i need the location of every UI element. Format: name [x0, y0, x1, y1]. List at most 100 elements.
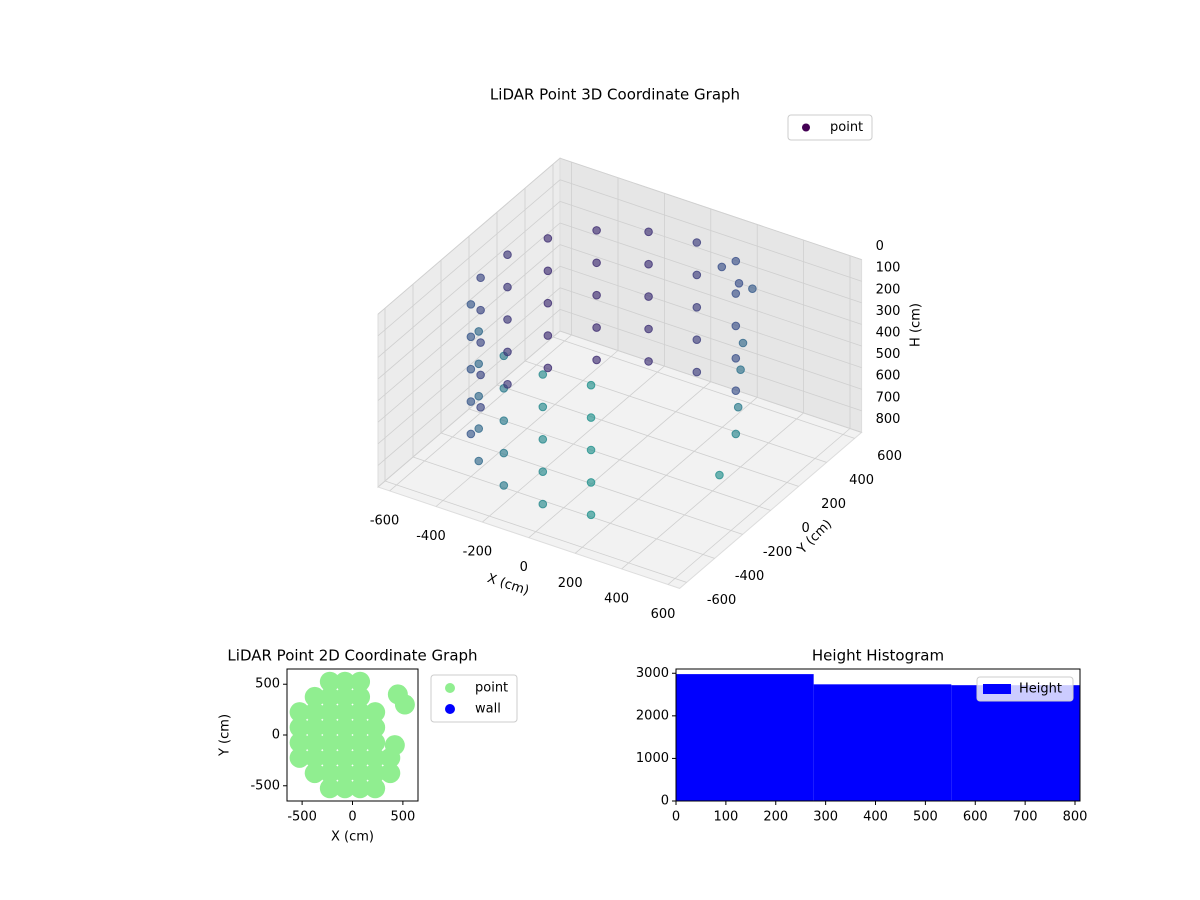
grid-line — [559, 309, 862, 412]
point — [304, 717, 325, 738]
point — [350, 763, 371, 784]
x-tick-label: 700 — [1013, 810, 1038, 825]
grid-line — [559, 265, 862, 368]
point — [319, 717, 340, 738]
point-3d — [586, 380, 596, 390]
legend-marker — [983, 684, 1011, 694]
x-tick-label: -600 — [370, 513, 400, 528]
grid-line — [377, 201, 561, 358]
point — [304, 747, 325, 768]
point — [319, 686, 340, 707]
point-3d — [466, 364, 476, 374]
point-3d — [474, 424, 484, 433]
point-3d — [731, 321, 741, 331]
point-3d — [748, 284, 757, 294]
point-3d — [731, 354, 741, 363]
point — [334, 671, 355, 692]
legend-marker — [802, 123, 810, 132]
point-3d — [586, 478, 596, 487]
grid-line — [377, 244, 561, 401]
x-tick-label: 800 — [1063, 810, 1088, 825]
plot-area — [289, 671, 415, 799]
point — [334, 702, 355, 723]
legend-label: Height — [1019, 682, 1062, 697]
x-tick-label: 100 — [713, 810, 738, 825]
point — [319, 763, 340, 784]
point — [319, 778, 340, 799]
point-3d — [503, 347, 512, 357]
x-tick-label: 500 — [913, 810, 938, 825]
chart-title: LiDAR Point 2D Coordinate Graph — [227, 647, 477, 665]
grid-line — [384, 480, 687, 583]
z-tick-label: 600 — [876, 369, 901, 384]
point-3d — [476, 338, 485, 347]
point-3d — [717, 262, 727, 272]
point-3d — [692, 238, 702, 247]
z-tick-label: 400 — [876, 326, 901, 341]
point — [350, 686, 371, 707]
point — [334, 686, 355, 707]
point — [350, 717, 371, 738]
point-3d — [731, 429, 741, 439]
point — [350, 747, 371, 768]
z-tick-label: 200 — [876, 282, 901, 297]
z-tick-label: 500 — [876, 347, 901, 362]
point — [319, 732, 340, 753]
x-tick-label: 0 — [348, 810, 356, 825]
legend-marker — [445, 704, 455, 714]
grid-line — [496, 384, 799, 487]
point — [334, 717, 355, 738]
point — [365, 778, 386, 799]
point — [304, 702, 325, 723]
legend-label: point — [475, 681, 508, 696]
point-3d — [543, 363, 553, 373]
point-3d — [538, 499, 548, 509]
point-3d — [592, 290, 601, 300]
point-3d — [736, 365, 745, 375]
point-3d — [466, 397, 476, 406]
point-3d — [474, 359, 484, 369]
grid-line — [559, 330, 862, 433]
y-tick-label: 2000 — [636, 708, 669, 723]
y-tick-label: 600 — [877, 449, 902, 464]
point-3d — [738, 338, 748, 348]
x-axis-label: X (cm) — [331, 830, 374, 845]
point — [365, 717, 386, 738]
point — [334, 747, 355, 768]
grid-line — [559, 222, 862, 325]
z-tick-label: 700 — [876, 390, 901, 405]
point — [289, 747, 310, 768]
axes-frame — [675, 668, 1081, 802]
point-3d — [692, 367, 702, 377]
y-tick-label: 0 — [801, 521, 809, 536]
point-3d — [476, 305, 485, 315]
point-3d — [692, 335, 702, 345]
point-3d — [474, 456, 484, 466]
point — [384, 735, 405, 756]
point-3d — [466, 332, 476, 342]
point-3d — [503, 315, 512, 324]
point — [304, 732, 325, 753]
point — [350, 778, 371, 799]
x-tick-label: 400 — [863, 810, 888, 825]
point-3d — [499, 416, 509, 425]
y-tick-label: -400 — [735, 569, 765, 584]
point — [365, 747, 386, 768]
z-tick-label: 300 — [876, 304, 901, 319]
grid-line — [468, 408, 771, 511]
point — [350, 732, 371, 753]
y-tick-label: 200 — [821, 497, 846, 512]
point-3d — [586, 413, 596, 422]
point-3d — [644, 259, 653, 269]
legend-box — [787, 114, 873, 141]
point-3d — [538, 467, 548, 477]
y-axis-label: Y (cm) — [794, 517, 835, 558]
point-3d — [731, 386, 741, 396]
point-3d — [543, 331, 553, 340]
y-axis-label: Y (cm) — [218, 714, 233, 757]
point-3d — [734, 279, 744, 288]
point-3d — [466, 300, 476, 309]
x-tick-label: 0 — [520, 560, 528, 575]
point-3d — [644, 324, 653, 334]
y-tick-label: -600 — [707, 593, 737, 608]
